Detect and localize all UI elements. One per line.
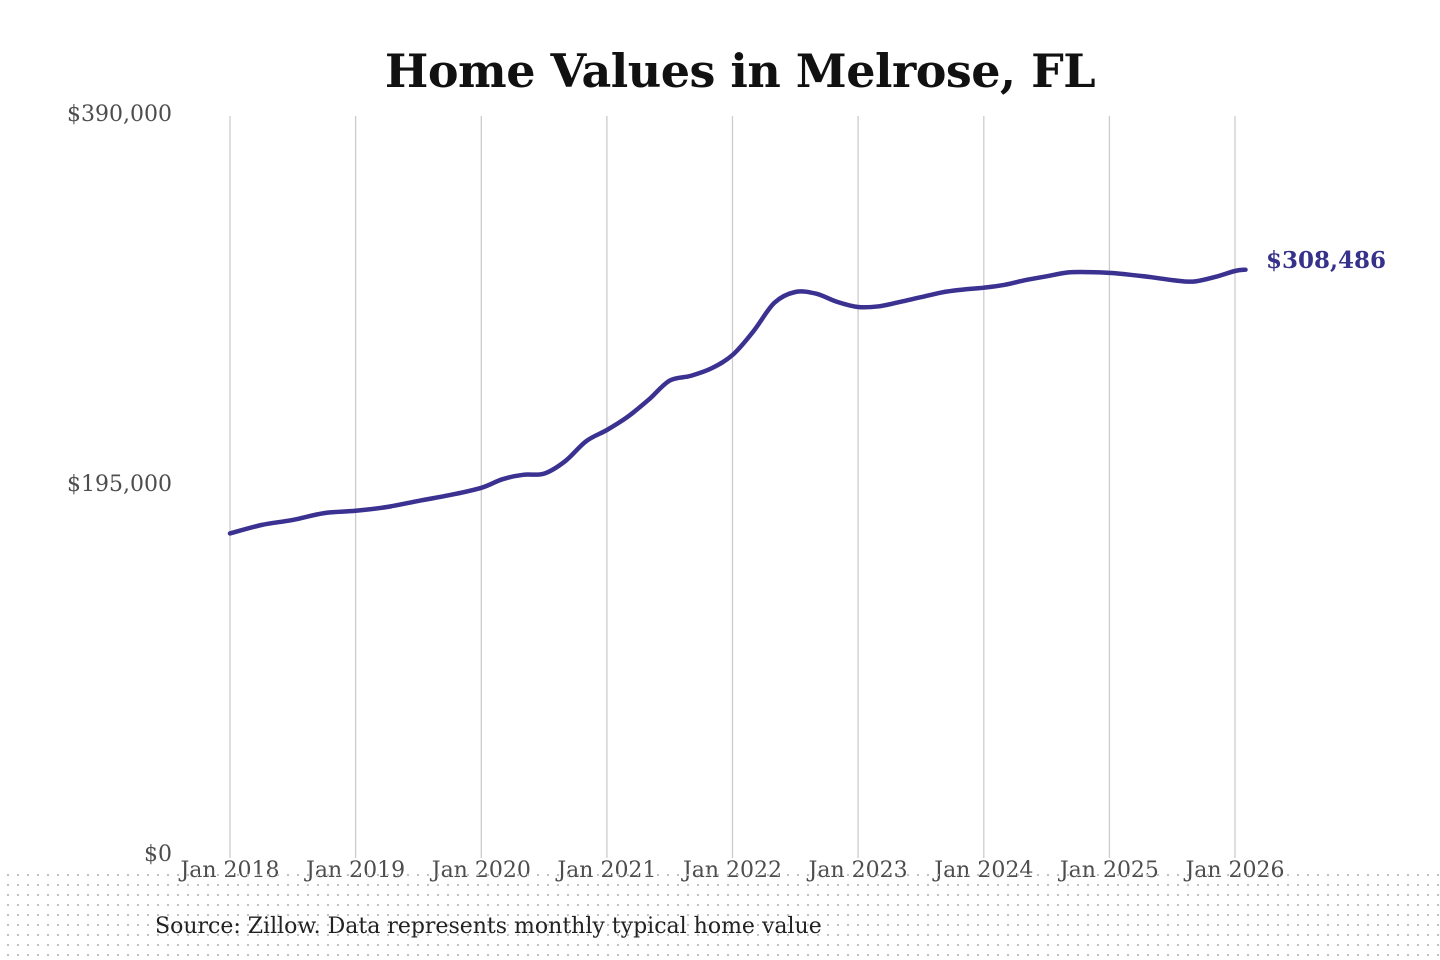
chart-title: Home Values in Melrose, FL xyxy=(384,44,1096,98)
y-axis-label-195000: $195,000 xyxy=(67,472,172,497)
home-value-line-series xyxy=(227,267,1248,536)
gridline-group xyxy=(229,116,1236,858)
last-value-label: $308,486 xyxy=(1266,247,1387,274)
dotted-texture-strip xyxy=(0,866,1440,960)
y-axis-label-0: $0 xyxy=(144,842,172,867)
source-note: Source: Zillow. Data represents monthly … xyxy=(155,914,822,939)
y-axis-label-390000: $390,000 xyxy=(67,102,172,127)
